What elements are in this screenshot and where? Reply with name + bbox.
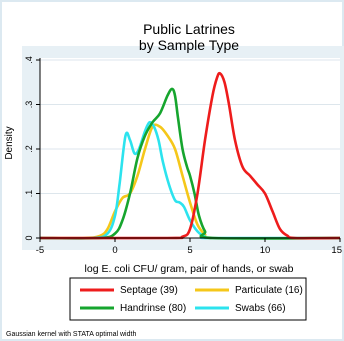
series-line-septage xyxy=(39,71,341,240)
x-tick-label: 0 xyxy=(112,245,117,256)
y-axis-label: Density xyxy=(4,126,15,159)
series-line-swabs xyxy=(39,120,341,240)
y-tick-label: .1 xyxy=(24,190,34,198)
x-tick-label: -5 xyxy=(36,245,44,256)
x-tick-label: 10 xyxy=(260,245,271,256)
y-tick-label: 0 xyxy=(24,235,34,240)
chart-title-line-2: by Sample Type xyxy=(139,37,239,53)
legend-label-particulate: Particulate (16) xyxy=(235,285,303,296)
legend-label-handrinse: Handrinse (80) xyxy=(120,303,186,314)
series-lines xyxy=(39,71,341,240)
plot-area: 0.1.2.3.4-5 0 5 10 15 xyxy=(24,56,342,256)
gridlines xyxy=(40,59,340,194)
chart-title: Public Latrines by Sample Type xyxy=(139,21,239,53)
x-tick-label: 15 xyxy=(331,245,342,256)
y-tick-label: .2 xyxy=(24,145,34,153)
legend-label-septage: Septage (39) xyxy=(120,285,178,296)
chart-note: Gaussian kernel with STATA optimal width xyxy=(6,331,136,338)
y-tick-label: .3 xyxy=(24,101,34,109)
x-tick-label: 5 xyxy=(187,245,192,256)
legend-label-swabs: Swabs (66) xyxy=(235,303,286,314)
chart-title-line-1: Public Latrines xyxy=(143,21,235,37)
y-tick-label: .4 xyxy=(24,56,34,64)
x-axis-label: log E. coli CFU/ gram, pair of hands, or… xyxy=(85,263,294,275)
plot-background xyxy=(40,58,340,238)
series-line-handrinse xyxy=(39,87,341,240)
legend-box xyxy=(69,277,307,321)
axes: 0.1.2.3.4-5 0 5 10 15 xyxy=(24,56,342,256)
legend: Septage (39) Particulate (16) Handrinse (8… xyxy=(69,277,307,321)
